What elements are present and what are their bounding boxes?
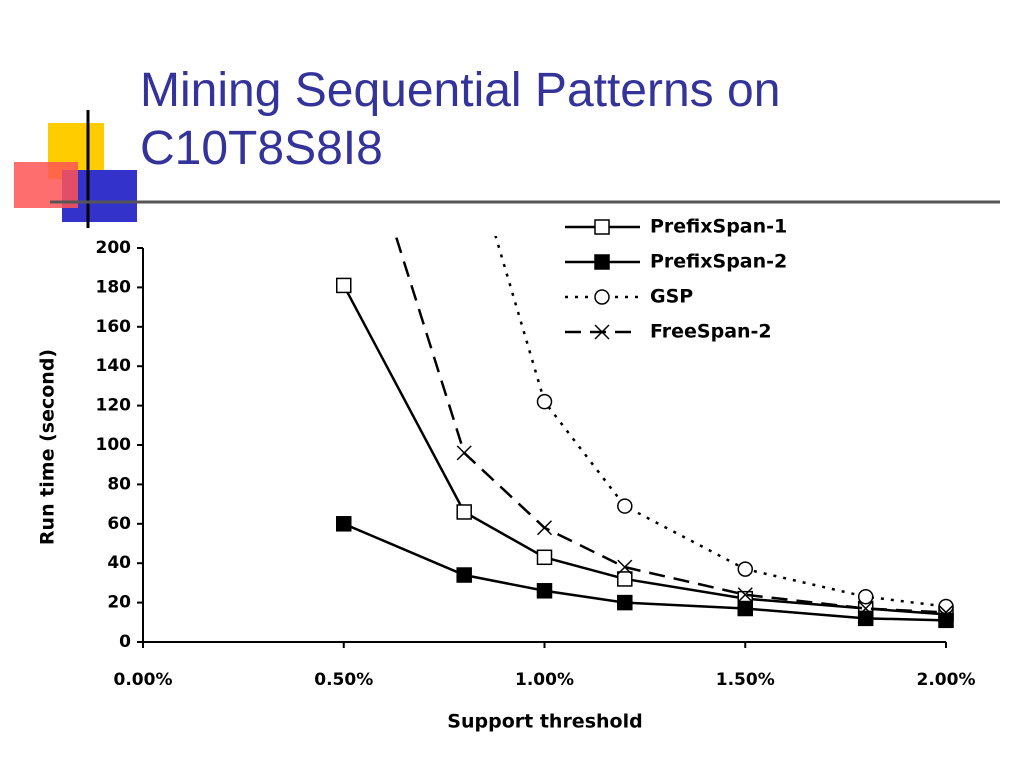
marker — [938, 604, 954, 620]
legend-label: FreeSpan-2 — [650, 321, 772, 343]
y-tick-label: 80 — [107, 474, 131, 494]
y-axis-label: Run time (second) — [37, 349, 59, 545]
marker — [737, 587, 753, 603]
marker — [536, 583, 553, 599]
marker — [456, 567, 472, 583]
y-tick-label: 0 — [119, 632, 131, 652]
y-tick-label: 160 — [96, 317, 132, 337]
x-tick-label: 2.00% — [917, 670, 976, 690]
legend-label: PrefixSpan-2 — [650, 251, 787, 273]
x-axis-label: Support threshold — [447, 711, 642, 733]
y-tick-label: 20 — [107, 593, 131, 613]
marker — [617, 594, 633, 611]
marker — [737, 561, 753, 577]
y-tick-label: 100 — [96, 435, 132, 455]
y-tick-label: 140 — [96, 356, 132, 376]
y-tick-label: 180 — [96, 277, 132, 297]
slide-title: Mining Sequential Patterns on C10T8S8I8 — [140, 64, 781, 175]
y-tick-label: 200 — [96, 238, 132, 258]
series-line — [342, 284, 947, 616]
marker — [938, 612, 954, 629]
marker — [456, 504, 472, 520]
marker — [456, 445, 472, 461]
marker — [617, 498, 633, 514]
legend-marker — [594, 254, 610, 270]
legend-label: GSP — [650, 286, 693, 308]
series-line — [343, 522, 947, 622]
x-tick-label: 1.00% — [515, 670, 574, 690]
y-tick-label: 120 — [96, 396, 132, 416]
marker — [857, 610, 874, 627]
plot-area — [336, 236, 954, 629]
marker — [336, 516, 352, 532]
y-tick-label: 40 — [107, 553, 131, 573]
marker — [336, 277, 352, 294]
x-tick-label: 0.00% — [114, 670, 173, 690]
legend-label: PrefixSpan-1 — [650, 216, 787, 238]
marker — [536, 520, 553, 536]
marker — [617, 571, 633, 587]
marker — [536, 393, 553, 410]
marker — [536, 549, 553, 566]
x-tick-label: 1.50% — [716, 670, 775, 690]
legend-marker — [594, 324, 610, 340]
deco-red — [14, 162, 78, 208]
y-tick-label: 60 — [107, 514, 131, 534]
legend-marker — [594, 289, 610, 305]
marker — [938, 598, 954, 615]
marker — [858, 600, 874, 617]
legend-marker — [594, 219, 610, 235]
marker — [617, 559, 633, 575]
x-tick-label: 0.50% — [314, 670, 373, 690]
marker — [737, 600, 753, 617]
marker — [857, 588, 874, 605]
